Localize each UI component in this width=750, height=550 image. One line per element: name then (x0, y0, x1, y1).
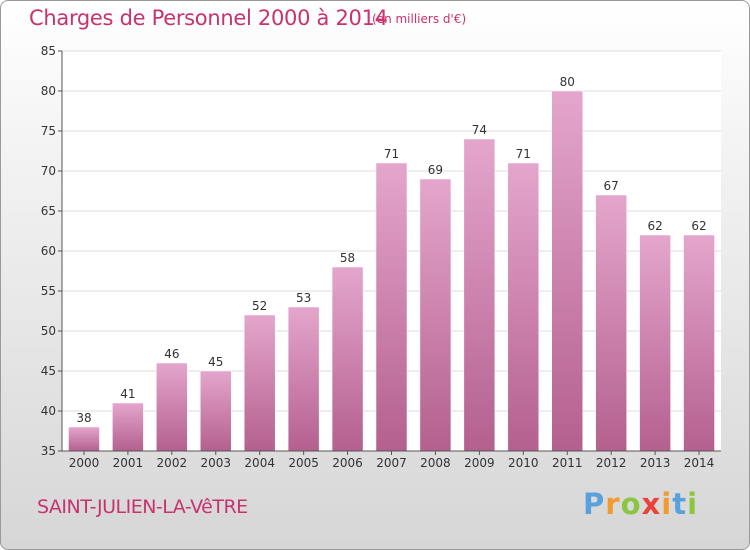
value-label-2002: 46 (164, 347, 179, 361)
value-label-2000: 38 (76, 411, 91, 425)
bar-2004 (243, 314, 276, 452)
bar-2007 (375, 162, 408, 452)
value-label-2009: 74 (472, 123, 487, 137)
x-tick-label-2013: 2013 (640, 456, 671, 470)
y-tick-label: 55 (41, 284, 56, 298)
x-tick-label-2002: 2002 (157, 456, 188, 470)
bar-2011 (551, 90, 583, 452)
x-tick-label-2000: 2000 (69, 456, 100, 470)
y-tick-label: 65 (41, 204, 56, 218)
x-tick-label-2014: 2014 (684, 456, 715, 470)
value-label-2006: 58 (340, 251, 355, 265)
bar-2001 (112, 402, 144, 452)
x-tick-label-2008: 2008 (420, 456, 451, 470)
x-tick-label-2004: 2004 (244, 456, 275, 470)
y-tick-label: 45 (41, 364, 56, 378)
y-tick-label: 60 (41, 244, 56, 258)
value-label-2010: 71 (516, 147, 531, 161)
x-tick-label-2011: 2011 (552, 456, 583, 470)
x-tick-label-2001: 2001 (113, 456, 144, 470)
x-tick-label-2012: 2012 (596, 456, 627, 470)
y-tick-label: 75 (41, 124, 56, 138)
value-label-2004: 52 (252, 299, 267, 313)
x-tick-label-2005: 2005 (288, 456, 319, 470)
bar-2009 (463, 138, 496, 452)
x-tick-label-2007: 2007 (376, 456, 407, 470)
value-label-2008: 69 (428, 163, 443, 177)
chart-subtitle: (en milliers d'€) (372, 12, 467, 26)
proxiti-logo: Proxiti (583, 487, 699, 521)
bar-2003 (200, 370, 232, 452)
y-tick-label: 40 (41, 404, 56, 418)
chart-title: Charges de Personnel 2000 à 2014 (29, 6, 388, 30)
x-tick-label-2010: 2010 (508, 456, 539, 470)
bars (68, 90, 715, 452)
x-tick-label-2003: 2003 (200, 456, 231, 470)
bar-2006 (331, 266, 364, 452)
x-tick-label-2006: 2006 (332, 456, 363, 470)
bar-2000 (68, 426, 100, 452)
value-label-2003: 45 (208, 355, 223, 369)
value-label-2013: 62 (647, 219, 662, 233)
y-tick-label: 70 (41, 164, 56, 178)
commune-name: SAINT-JULIEN-LA-VêTRE (37, 496, 248, 518)
bar-2002 (156, 362, 188, 452)
y-tick-label: 85 (41, 44, 56, 58)
axes (58, 50, 721, 455)
value-label-2001: 41 (120, 387, 135, 401)
bar-2008 (419, 178, 452, 452)
value-label-2005: 53 (296, 291, 311, 305)
bar-2014 (683, 234, 715, 452)
value-label-2011: 80 (560, 75, 575, 89)
value-label-2012: 67 (604, 179, 619, 193)
labels: 35 40 45 50 55 60 65 70 75 80 85 38 2000 41 2001 46 2002… (41, 44, 715, 470)
value-label-2007: 71 (384, 147, 399, 161)
y-tick-label: 80 (41, 84, 56, 98)
value-label-2014: 62 (691, 219, 706, 233)
x-tick-label-2009: 2009 (464, 456, 495, 470)
y-tick-label: 50 (41, 324, 56, 338)
bar-2005 (287, 306, 320, 452)
bar-2010 (507, 162, 540, 452)
y-tick-label: 35 (41, 444, 56, 458)
bar-2012 (595, 194, 627, 452)
bar-2013 (639, 234, 671, 452)
